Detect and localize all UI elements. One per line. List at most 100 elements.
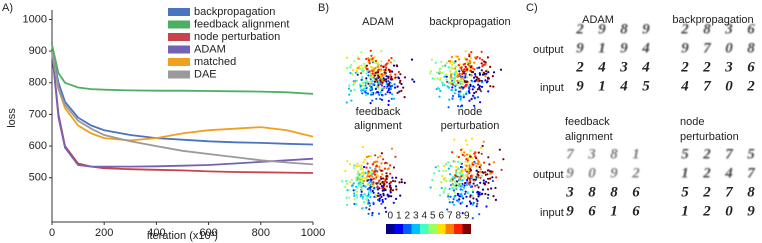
embedding-point [372,177,375,180]
embedding-point [380,87,383,90]
embedding-point [460,185,463,188]
embedding-point [478,86,481,89]
embedding-point [379,97,382,100]
embedding-point [360,166,363,169]
embedding-point [482,171,485,174]
series-line [51,44,314,95]
digit: 1 [610,203,618,219]
embedding-point [368,88,371,91]
embedding-point [374,168,377,171]
embedding-point [494,198,497,201]
embedding-point [448,60,451,63]
embedding-point [367,212,370,215]
legend-swatch [168,8,190,16]
embedding-point [347,189,350,192]
embedding-point [461,173,464,176]
embedding-point [470,70,473,74]
embedding-point [384,197,387,200]
embedding-point [400,89,403,92]
embedding-point [368,181,371,184]
embedding-point [345,56,348,59]
embedding-point [382,68,385,72]
legend-swatch [168,20,190,29]
embedding-point [369,196,372,199]
digit: 8 [610,184,618,200]
embedding-point [371,93,374,96]
embedding-point [370,54,373,57]
embedding-point [453,62,456,65]
embedding-point [372,191,375,194]
embedding-point [461,80,464,83]
embedding-point [478,166,481,169]
embedding-point [380,84,384,87]
embedding-point [471,161,474,165]
colorbar-cell [437,224,446,234]
embedding-point [480,152,483,155]
embedding-point [492,161,495,164]
embedding-point [440,71,444,74]
embedding-point [444,64,447,67]
embedding-point [395,185,398,188]
embedding-point [389,91,392,94]
embedding-point [391,70,394,73]
embedding-point [467,63,470,66]
embedding-point [381,187,384,190]
embedding-point [385,181,388,184]
embedding-point [463,68,466,71]
embedding-point [349,66,352,69]
embedding-point [474,75,477,78]
embedding-point [446,208,449,211]
embedding-point [467,66,471,69]
embedding-point [378,179,381,182]
embedding-point [364,171,367,174]
embedding-point [348,162,351,165]
embedding-point [451,201,454,204]
embedding-point [460,148,463,151]
embedding-point [413,80,416,83]
embedding-point [403,96,406,99]
embedding-point [383,71,386,74]
embedding-point [460,66,463,69]
embedding-point [345,203,349,207]
embedding-point [373,173,377,176]
embedding-point [349,181,352,184]
embedding-point [449,195,452,198]
embedding-point [468,91,471,94]
row-label: output [533,44,564,56]
embedding-point [455,169,458,172]
embedding-point [452,67,455,70]
embedding-point [442,84,445,87]
embedding-point [481,144,484,148]
embedding-point [479,164,483,167]
y-tick-label: 900 [29,45,47,57]
embedding-point [464,50,467,53]
embedding-point [475,205,478,208]
embedding-point [365,206,368,209]
embedding-point [448,98,451,101]
colorbar-label: 5 [430,211,436,222]
embedding-point [376,65,379,68]
embedding-point [486,169,489,172]
digit: 4 [619,78,628,94]
embedding-point [398,90,401,93]
embedding-point [389,181,392,184]
embedding-point [370,91,373,95]
embedding-point [471,189,475,192]
embedding-point [382,194,385,197]
digit: 7 [703,78,711,94]
embedding-point [390,147,394,150]
embedding-point [474,178,477,181]
embedding-point [443,188,446,191]
embedding-point [445,179,448,182]
embedding-point [363,88,366,91]
embedding-point [455,71,458,74]
embedding-point [492,195,495,198]
embedding-point [384,64,387,67]
embedding-point [486,196,489,200]
embedding-point [341,180,344,183]
embedding-point [344,185,347,189]
x-tick-label: 800 [252,227,270,239]
embedding-point [380,73,383,76]
embedding-point [374,178,377,181]
embedding-point [371,169,374,172]
